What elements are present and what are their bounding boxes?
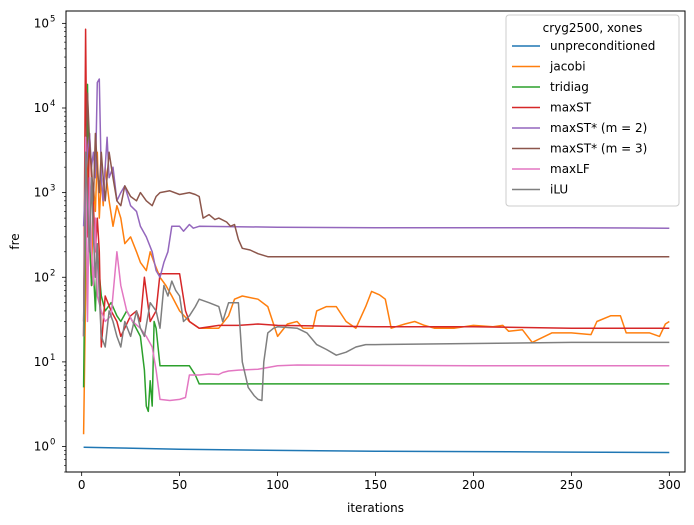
legend-title: cryg2500, xones [543,21,643,35]
x-tick-label: 150 [364,478,387,492]
y-tick-exponent: 1 [50,353,55,363]
series-line-4 [82,78,670,279]
legend-label-0: unpreconditioned [550,39,655,53]
legend: cryg2500, xones unpreconditioned jacobi tr… [505,14,680,207]
y-tick-label: 10 [34,186,49,200]
legend-entries: unpreconditioned jacobi tridiag maxST maxST*… [512,39,655,197]
legend-label-5: maxST* (m = 3) [550,142,647,156]
x-axis-label: iterations [347,501,404,515]
x-tick-label: 50 [172,478,187,492]
legend-label-2: tridiag [550,80,589,94]
legend-label-6: maxLF [550,162,590,176]
x-axis: 0 50 100 150 200 250 300 [78,472,681,492]
legend-box [505,14,680,207]
y-tick-exponent: 2 [50,268,55,278]
series-line-2 [82,83,670,413]
x-tick-label: 300 [658,478,681,492]
legend-label-3: maxST [550,101,592,115]
legend-label-4: maxST* (m = 2) [550,121,647,135]
series-layer [82,28,670,454]
y-tick-label: 10 [34,16,49,30]
x-tick-label: 250 [560,478,583,492]
y-tick-exponent: 3 [50,184,55,194]
series-line-6 [82,136,670,402]
y-tick-exponent: 0 [50,438,55,448]
y-tick-label: 10 [34,440,49,454]
series-line-0 [83,446,670,454]
x-tick-label: 0 [78,478,86,492]
y-tick-label: 10 [34,101,49,115]
x-tick-label: 200 [462,478,485,492]
y-tick-exponent: 5 [50,14,55,24]
legend-label-7: iLU [550,183,568,197]
x-tick-label: 100 [266,478,289,492]
y-tick-label: 10 [34,355,49,369]
series-line-1 [82,132,670,435]
y-tick-label: 10 [34,270,49,284]
series-line-7 [82,151,670,402]
y-tick-exponent: 4 [50,99,55,109]
series-line-5 [82,92,670,322]
legend-label-1: jacobi [549,60,586,74]
y-axis-label: fre [8,233,22,249]
